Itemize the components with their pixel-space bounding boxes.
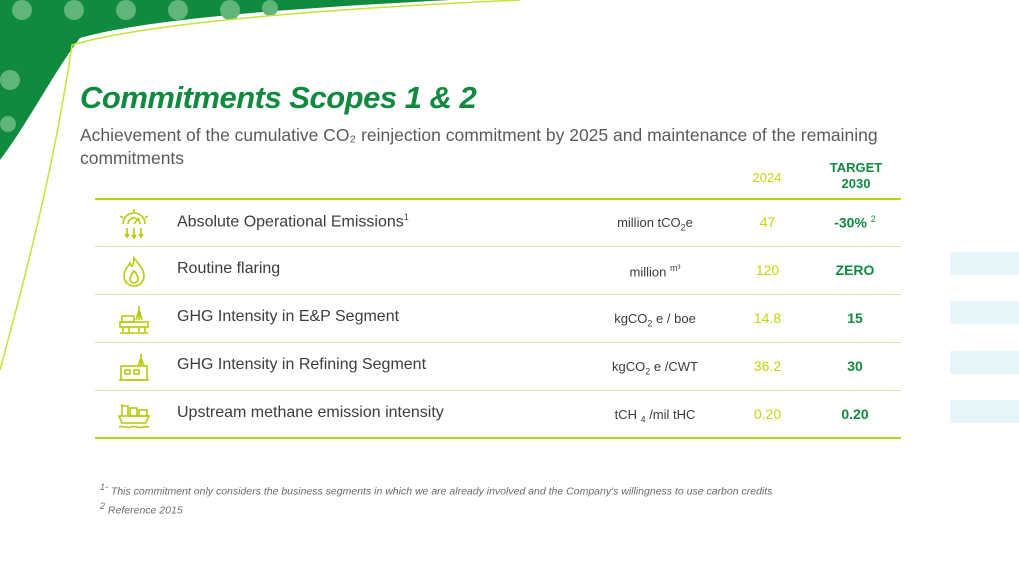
row-label: GHG Intensity in Refining Segment xyxy=(177,356,427,373)
value-2024: 120 xyxy=(755,262,780,278)
target-value: 15 xyxy=(847,310,863,326)
column-header-2024: 2024 xyxy=(752,170,782,185)
row-label: GHG Intensity in E&P Segment xyxy=(177,308,400,325)
decorative-stripe xyxy=(950,400,1019,423)
flame-icon xyxy=(123,255,145,287)
page-title: Commitments Scopes 1 & 2 xyxy=(80,80,477,115)
decorative-stripe xyxy=(950,351,1019,374)
row-label: Routine flaring xyxy=(177,260,281,277)
emissions-gauge-icon xyxy=(119,209,149,240)
row-divider xyxy=(95,294,901,295)
footnotes: 1- This commitment only considers the bu… xyxy=(100,480,772,517)
table-row: Routine flaring million m³ 120 ZERO xyxy=(95,247,901,295)
target-value: 0.20 xyxy=(841,406,869,422)
target-year: 2030 xyxy=(841,176,871,191)
column-header-target-2030: TARGET 2030 xyxy=(821,160,891,192)
refinery-icon xyxy=(119,354,149,381)
row-label: Absolute Operational Emissions1 xyxy=(177,212,409,231)
table-row: GHG Intensity in Refining Segment kgCO2 … xyxy=(95,343,901,391)
value-2024: 0.20 xyxy=(753,406,782,422)
row-unit: kgCO2 e / boe xyxy=(614,311,696,329)
row-divider xyxy=(95,342,901,343)
footnote-2: 2 Reference 2015 xyxy=(100,500,183,517)
row-unit: million m³ xyxy=(629,263,681,280)
value-2024: 36.2 xyxy=(753,358,782,374)
footnote-1: 1- This commitment only considers the bu… xyxy=(100,482,773,498)
table-row: Upstream methane emission intensity tCH … xyxy=(95,391,901,439)
row-unit: million tCO2e xyxy=(617,215,693,233)
target-value: 30 xyxy=(847,358,863,374)
table-row: GHG Intensity in E&P Segment kgCO2 e / b… xyxy=(95,295,901,343)
row-divider xyxy=(95,390,901,391)
decorative-stripe xyxy=(950,252,1019,275)
row-unit: kgCO2 e /CWT xyxy=(612,359,698,377)
table-row: Absolute Operational Emissions1 million … xyxy=(95,199,901,247)
row-divider xyxy=(95,246,901,247)
ship-platform-icon xyxy=(117,404,151,429)
page-subtitle: Achievement of the cumulative CO₂ reinje… xyxy=(80,125,878,168)
target-label: TARGET xyxy=(829,160,883,175)
oil-platform-icon xyxy=(119,306,149,334)
target-value: -30% 2 xyxy=(834,214,876,231)
row-unit: tCH 4 /mil tHC xyxy=(614,407,696,425)
value-2024: 14.8 xyxy=(753,310,782,326)
target-value: ZERO xyxy=(835,262,875,278)
table-bottom-rule xyxy=(95,437,901,439)
decorative-stripe xyxy=(950,301,1019,324)
row-label: Upstream methane emission intensity xyxy=(177,404,444,421)
table-top-rule xyxy=(95,198,901,200)
value-2024: 47 xyxy=(759,214,776,230)
